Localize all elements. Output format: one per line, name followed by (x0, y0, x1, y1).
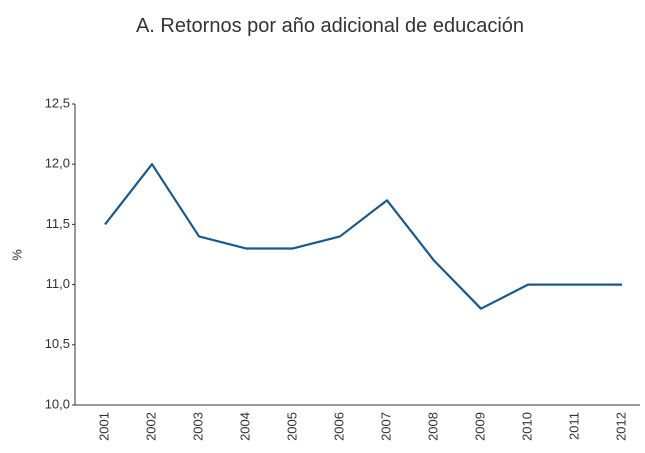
y-tick-label: 10,5 (45, 336, 70, 351)
x-tick-label: 2010 (519, 412, 534, 441)
y-tick-label: 11,5 (46, 216, 70, 231)
x-tick-label: 2004 (237, 412, 252, 441)
x-tick-label: 2011 (566, 412, 581, 440)
y-axis-label: % (9, 249, 24, 261)
chart-title: A. Retornos por año adicional de educaci… (135, 15, 525, 37)
x-tick-label: 2005 (284, 412, 299, 441)
y-tick-label: 12,0 (45, 156, 70, 171)
x-tick-label: 2007 (378, 412, 393, 441)
x-tick-label: 2003 (190, 412, 205, 441)
x-tick-label: 2001 (96, 412, 111, 441)
y-tick-label: 10,0 (45, 396, 70, 411)
x-tick-label: 2002 (143, 412, 158, 441)
x-tick-label: 2012 (613, 412, 628, 441)
y-tick-label: 11,0 (46, 276, 70, 291)
y-tick-label: 12,5 (45, 95, 70, 110)
x-tick-label: 2008 (425, 412, 440, 441)
x-tick-label: 2009 (472, 412, 487, 441)
x-tick-label: 2006 (331, 412, 346, 441)
line-series (104, 163, 622, 310)
